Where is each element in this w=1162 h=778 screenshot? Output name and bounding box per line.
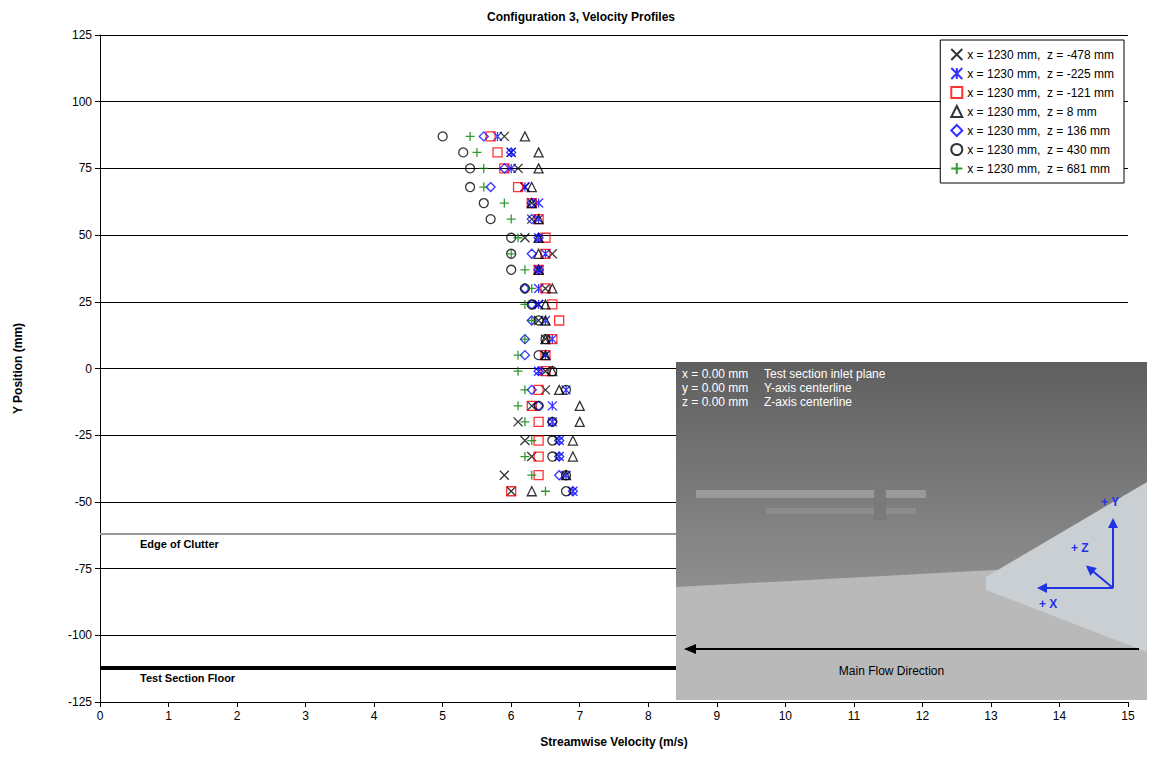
svg-text:z = 0.00 mm: z = 0.00 mm xyxy=(682,395,748,409)
svg-text:15: 15 xyxy=(1121,709,1135,723)
svg-text:5: 5 xyxy=(439,709,446,723)
svg-text:x = 1230 mm, z = 8 mm: x = 1230 mm, z = 8 mm xyxy=(967,105,1096,119)
svg-text:14: 14 xyxy=(1053,709,1067,723)
svg-text:125: 125 xyxy=(72,28,92,42)
svg-text:Y-axis centerline: Y-axis centerline xyxy=(764,381,852,395)
svg-text:2: 2 xyxy=(234,709,241,723)
svg-text:Test section inlet plane: Test section inlet plane xyxy=(764,367,886,381)
svg-text:-50: -50 xyxy=(75,495,93,509)
svg-text:11: 11 xyxy=(848,709,861,723)
svg-text:3: 3 xyxy=(302,709,309,723)
svg-text:x = 1230 mm, z = 136 mm: x = 1230 mm, z = 136 mm xyxy=(967,124,1110,138)
svg-text:Edge of Clutter: Edge of Clutter xyxy=(140,538,220,550)
svg-text:-75: -75 xyxy=(75,562,93,576)
svg-text:+ X: + X xyxy=(1039,597,1057,611)
svg-text:13: 13 xyxy=(984,709,998,723)
svg-text:10: 10 xyxy=(779,709,793,723)
svg-text:Y Position (mm): Y Position (mm) xyxy=(11,323,25,414)
svg-text:x = 1230 mm, z = -478 mm: x = 1230 mm, z = -478 mm xyxy=(967,48,1114,62)
svg-text:Streamwise Velocity (m/s): Streamwise Velocity (m/s) xyxy=(540,735,687,749)
svg-text:-25: -25 xyxy=(75,428,93,442)
svg-text:6: 6 xyxy=(508,709,515,723)
svg-text:x = 1230 mm, z = -225 mm: x = 1230 mm, z = -225 mm xyxy=(967,67,1114,81)
svg-text:9: 9 xyxy=(713,709,720,723)
svg-text:x = 1230 mm, z = 681 mm: x = 1230 mm, z = 681 mm xyxy=(967,162,1110,176)
svg-text:Main Flow Direction: Main Flow Direction xyxy=(839,664,944,678)
svg-text:0: 0 xyxy=(97,709,104,723)
svg-text:7: 7 xyxy=(576,709,583,723)
svg-text:0: 0 xyxy=(85,362,92,376)
svg-text:Test Section Floor: Test Section Floor xyxy=(140,672,236,684)
svg-text:Configuration 3, Velocity Prof: Configuration 3, Velocity Profiles xyxy=(487,10,675,24)
svg-text:50: 50 xyxy=(79,228,93,242)
svg-text:x = 1230 mm, z = 430 mm: x = 1230 mm, z = 430 mm xyxy=(967,143,1110,157)
svg-text:+ Z: + Z xyxy=(1071,541,1089,555)
svg-text:-125: -125 xyxy=(68,695,92,709)
svg-text:-100: -100 xyxy=(68,628,92,642)
svg-text:y = 0.00 mm: y = 0.00 mm xyxy=(682,381,748,395)
svg-text:100: 100 xyxy=(72,95,92,109)
svg-text:Z-axis centerline: Z-axis centerline xyxy=(764,395,852,409)
svg-text:12: 12 xyxy=(916,709,930,723)
svg-text:1: 1 xyxy=(165,709,172,723)
svg-text:x = 0.00 mm: x = 0.00 mm xyxy=(682,367,748,381)
svg-text:8: 8 xyxy=(645,709,652,723)
svg-text:25: 25 xyxy=(79,295,93,309)
svg-text:x = 1230 mm, z = -121 mm: x = 1230 mm, z = -121 mm xyxy=(967,86,1114,100)
svg-text:4: 4 xyxy=(371,709,378,723)
svg-text:75: 75 xyxy=(79,161,93,175)
svg-text:+ Y: + Y xyxy=(1101,495,1119,509)
